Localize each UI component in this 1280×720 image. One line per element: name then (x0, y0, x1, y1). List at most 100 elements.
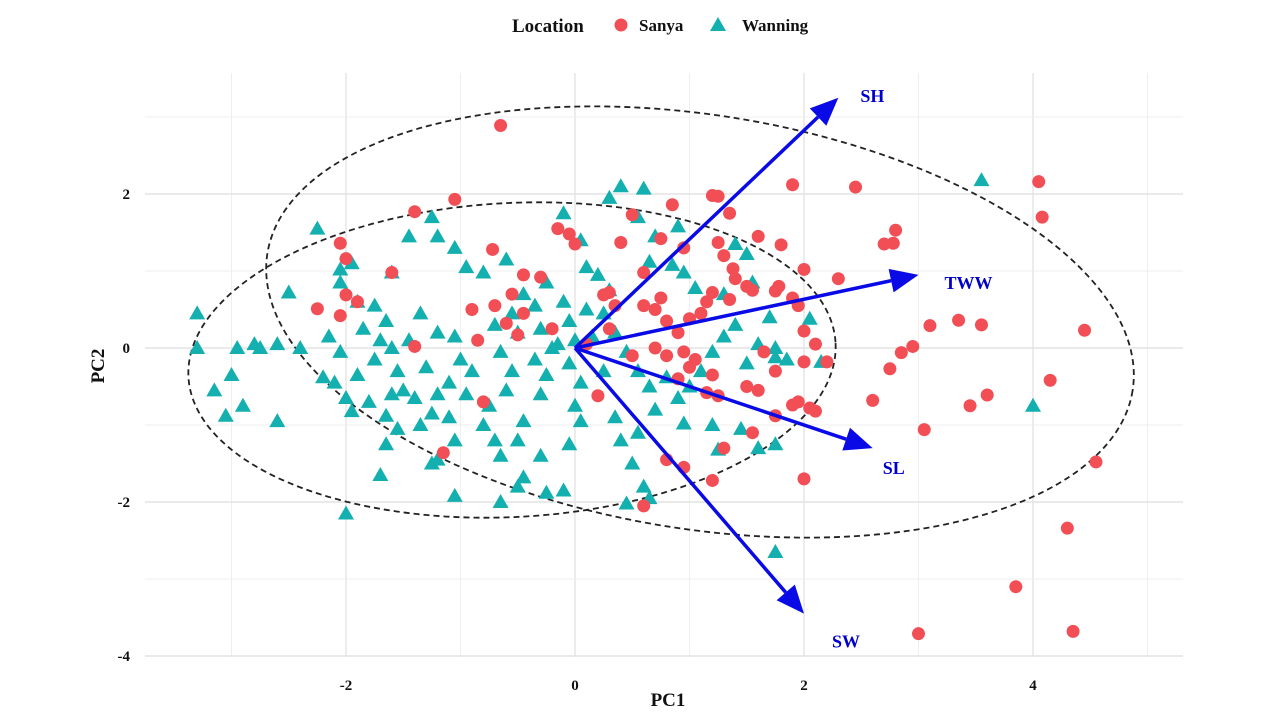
point-wanning (526, 351, 543, 366)
point-wanning (555, 205, 572, 220)
point-sanya (408, 339, 422, 353)
point-sanya (648, 303, 662, 316)
point-wanning (778, 351, 795, 366)
point-wanning (395, 382, 412, 397)
point-wanning (423, 209, 440, 224)
point-sanya (677, 241, 691, 255)
point-sanya (757, 345, 771, 359)
point-wanning (641, 378, 658, 393)
point-wanning (389, 420, 406, 435)
point-wanning (532, 447, 549, 462)
point-wanning (389, 363, 406, 378)
point-sanya (726, 262, 740, 276)
point-wanning (973, 172, 990, 187)
loading-label-sh: SH (860, 86, 884, 106)
point-wanning (532, 320, 549, 335)
point-wanning (767, 436, 784, 451)
point-sanya (637, 499, 651, 513)
point-wanning (343, 403, 360, 418)
point-sanya (705, 368, 719, 382)
point-wanning (441, 374, 458, 389)
legend-label-sanya: Sanya (639, 16, 684, 35)
point-wanning (206, 382, 223, 397)
point-wanning (538, 484, 555, 499)
point-wanning (561, 436, 578, 451)
point-wanning (269, 413, 286, 428)
point-wanning (366, 351, 383, 366)
point-sanya (660, 314, 674, 328)
point-wanning (315, 369, 332, 384)
point-wanning (561, 355, 578, 370)
point-sanya (436, 446, 450, 460)
point-sanya (625, 349, 639, 363)
point-sanya (740, 380, 754, 393)
point-sanya (486, 242, 500, 256)
point-wanning (578, 301, 595, 316)
point-wanning (458, 259, 475, 274)
point-sanya (768, 364, 782, 378)
point-sanya (797, 262, 811, 276)
point-wanning (355, 320, 372, 335)
point-sanya (465, 303, 479, 316)
point-wanning (343, 255, 360, 270)
point-wanning (452, 351, 469, 366)
point-wanning (589, 266, 606, 281)
point-wanning (429, 324, 446, 339)
point-wanning (366, 297, 383, 312)
point-wanning (704, 343, 721, 358)
point-sanya (448, 192, 462, 206)
point-sanya (728, 272, 742, 286)
point-sanya (568, 237, 582, 251)
point-wanning (549, 336, 566, 351)
point-wanning (349, 366, 366, 381)
point-sanya (494, 118, 508, 132)
point-wanning (338, 390, 354, 405)
point-sanya (745, 426, 759, 440)
point-sanya (711, 189, 725, 203)
arrowhead-sw (776, 584, 804, 614)
point-wanning (733, 420, 750, 435)
point-wanning (675, 415, 692, 430)
point-wanning (475, 417, 492, 431)
point-sanya (602, 322, 616, 336)
point-wanning (338, 505, 354, 520)
point-wanning (492, 494, 509, 508)
point-wanning (538, 366, 555, 381)
arrowhead-sl (842, 427, 873, 451)
point-wanning (504, 363, 521, 378)
point-wanning (767, 349, 784, 364)
point-sanya (694, 306, 708, 320)
point-sanya (654, 291, 668, 305)
point-wanning (515, 413, 532, 428)
loading-label-sw: SW (832, 632, 860, 652)
point-wanning (670, 218, 687, 233)
x-tick-label: 0 (571, 678, 579, 694)
point-sanya (751, 383, 765, 397)
point-wanning (526, 297, 543, 312)
point-wanning (441, 409, 458, 424)
point-sanya (886, 236, 900, 250)
point-sanya (705, 286, 719, 300)
point-sanya (963, 399, 977, 413)
point-wanning (618, 495, 635, 510)
y-tick-label: -4 (118, 649, 131, 665)
point-sanya (516, 268, 530, 282)
point-wanning (498, 382, 515, 397)
point-sanya (1078, 323, 1092, 337)
x-tick-label: 2 (800, 678, 808, 694)
loading-arrow-sw (573, 346, 788, 594)
point-wanning (738, 246, 755, 261)
point-sanya (797, 324, 811, 338)
point-wanning (635, 180, 652, 195)
legend-marker-wanning (710, 17, 726, 31)
point-sanya (665, 198, 679, 212)
loading-arrow-sh (573, 115, 820, 350)
point-sanya (677, 345, 691, 359)
point-sanya (350, 295, 364, 309)
point-sanya (866, 393, 880, 407)
point-sanya (683, 360, 696, 374)
point-wanning (561, 313, 578, 328)
point-wanning (378, 407, 395, 422)
point-wanning (515, 286, 532, 301)
point-wanning (234, 397, 251, 412)
